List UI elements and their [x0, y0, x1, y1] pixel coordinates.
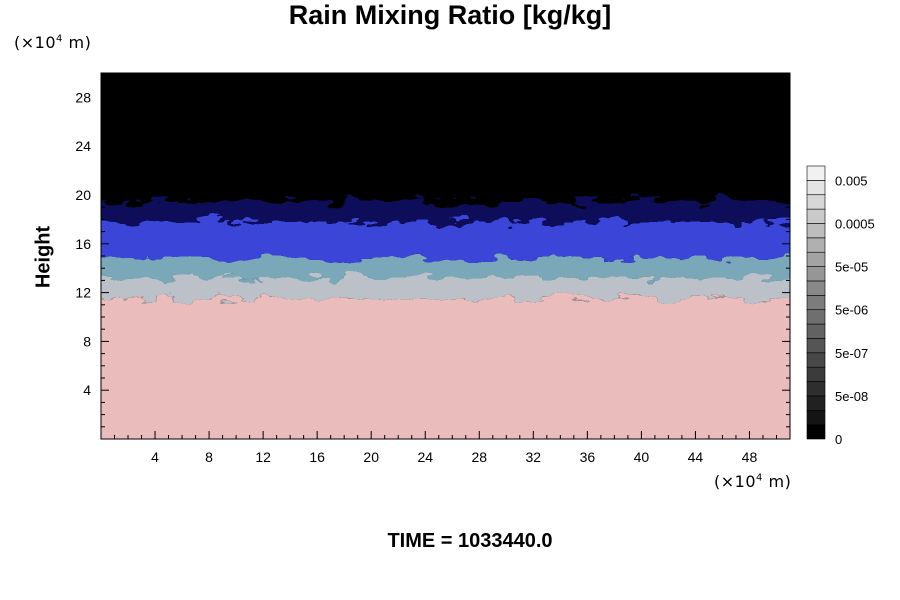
colorbar-swatch	[806, 366, 826, 382]
x-tick-label: 16	[309, 449, 325, 465]
colorbar-swatch	[806, 251, 826, 267]
y-unit-suffix: m)	[62, 33, 92, 52]
x-axis: 4 8 12 16 20 24 28 32 36 40 44 48	[114, 73, 777, 465]
x-unit-exponent: 4	[756, 472, 763, 484]
band-blue-mix	[101, 221, 790, 259]
field-bands	[101, 73, 790, 439]
colorbar-swatch	[806, 309, 826, 325]
y-tick-label: 16	[75, 236, 91, 252]
colorbar-swatch	[806, 208, 826, 224]
plot-area	[101, 73, 790, 439]
colorbar-swatch	[806, 194, 826, 210]
colorbar-swatch	[806, 165, 826, 181]
y-axis-unit: (×104 m)	[14, 33, 91, 52]
colorbar-tick-label: 5e-05	[835, 260, 868, 275]
x-tick-label: 40	[634, 449, 650, 465]
colorbar-tick-label: 0.005	[835, 173, 868, 188]
x-unit-prefix: (×10	[714, 472, 757, 491]
colorbar-swatch	[806, 266, 826, 282]
colorbar-swatch	[806, 338, 826, 354]
y-tick-label: 8	[83, 333, 91, 349]
colorbar-swatch	[806, 395, 826, 411]
x-axis-unit: (×104 m)	[714, 472, 791, 491]
colorbar-tick-label: 5e-08	[835, 389, 868, 404]
y-tick-label: 28	[75, 89, 91, 105]
colorbar-tick-label: 5e-06	[835, 303, 868, 318]
colorbar-swatch	[806, 280, 826, 296]
colorbar-swatch	[806, 223, 826, 239]
x-unit-suffix: m)	[762, 472, 792, 491]
colorbar-tick-label: 5e-07	[835, 346, 868, 361]
colorbar-swatch	[806, 237, 826, 253]
band-teal-mix	[101, 258, 790, 278]
colorbar-tick-label: 0	[835, 432, 842, 447]
x-tick-label: 36	[580, 449, 596, 465]
y-tick-label: 12	[75, 285, 91, 301]
colorbar-swatch	[806, 323, 826, 339]
y-tick-label: 24	[75, 138, 91, 154]
band-pink-lower	[101, 298, 790, 439]
y-unit-exponent: 4	[56, 33, 63, 45]
x-tick-label: 4	[151, 449, 159, 465]
colorbar-swatch	[806, 409, 826, 425]
x-tick-label: 44	[688, 449, 704, 465]
y-axis: 4 8 12 16 20 24 28	[75, 84, 790, 428]
y-tick-label: 20	[75, 187, 91, 203]
x-tick-label: 8	[205, 449, 213, 465]
x-tick-label: 32	[526, 449, 542, 465]
colorbar-tick-label: 0.0005	[835, 216, 875, 231]
x-tick-label: 48	[742, 449, 758, 465]
band-gray-mix	[101, 277, 790, 299]
band-black-upper	[101, 73, 790, 202]
colorbar-swatch	[806, 352, 826, 368]
colorbar-swatch	[806, 381, 826, 397]
colorbar-swatch	[806, 295, 826, 310]
colorbar: 0 5e-08 5e-07 5e-06 5e-05 0.0005 0.005	[806, 165, 875, 447]
x-tick-label: 28	[471, 449, 487, 465]
x-tick-label: 12	[255, 449, 271, 465]
y-unit-prefix: (×10	[14, 33, 57, 52]
y-tick-label: 4	[83, 382, 91, 398]
time-label: TIME = 1033440.0	[387, 530, 553, 552]
x-tick-label: 24	[417, 449, 433, 465]
colorbar-swatch	[806, 424, 826, 440]
colorbar-swatch	[806, 180, 826, 196]
x-tick-label: 20	[363, 449, 379, 465]
band-dark-blue	[101, 201, 790, 222]
chart-title: Rain Mixing Ratio [kg/kg]	[288, 0, 612, 30]
